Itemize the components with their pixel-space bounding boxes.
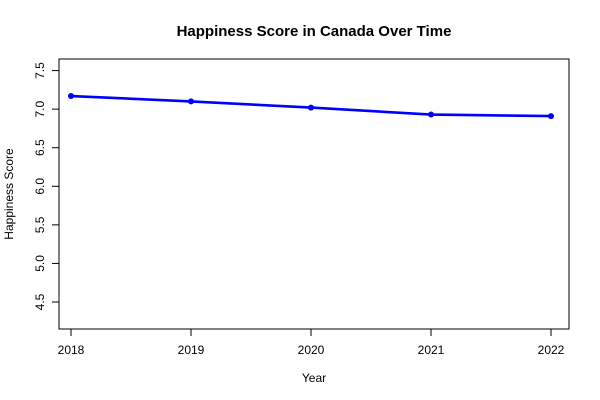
y-tick-label: 6.0 bbox=[33, 178, 47, 195]
x-tick-label: 2020 bbox=[298, 343, 325, 357]
y-tick-label: 7.5 bbox=[33, 62, 47, 79]
y-tick-label: 5.5 bbox=[33, 216, 47, 233]
y-tick-label: 7.0 bbox=[33, 100, 47, 117]
y-tick-label: 4.5 bbox=[33, 293, 47, 310]
data-point bbox=[428, 111, 434, 118]
data-point bbox=[308, 104, 314, 111]
series-layer bbox=[68, 93, 554, 120]
x-tick-label: 2019 bbox=[178, 343, 205, 357]
y-tick-label: 5.0 bbox=[33, 255, 47, 272]
chart-title: Happiness Score in Canada Over Time bbox=[177, 23, 452, 40]
y-tick-label: 6.5 bbox=[33, 139, 47, 156]
x-tick-label: 2021 bbox=[418, 343, 445, 357]
data-point bbox=[548, 113, 554, 120]
y-axis: 4.5 5.0 5.5 6.0 6.5 7.0 7.5 bbox=[33, 62, 60, 310]
x-axis: 2018 2019 2020 2021 2022 bbox=[58, 328, 565, 357]
x-tick-label: 2018 bbox=[58, 343, 85, 357]
x-axis-label: Year bbox=[302, 371, 326, 385]
y-axis-label: Happiness Score bbox=[2, 148, 16, 240]
data-point bbox=[68, 93, 74, 100]
x-tick-label: 2022 bbox=[538, 343, 565, 357]
data-point bbox=[188, 98, 194, 105]
